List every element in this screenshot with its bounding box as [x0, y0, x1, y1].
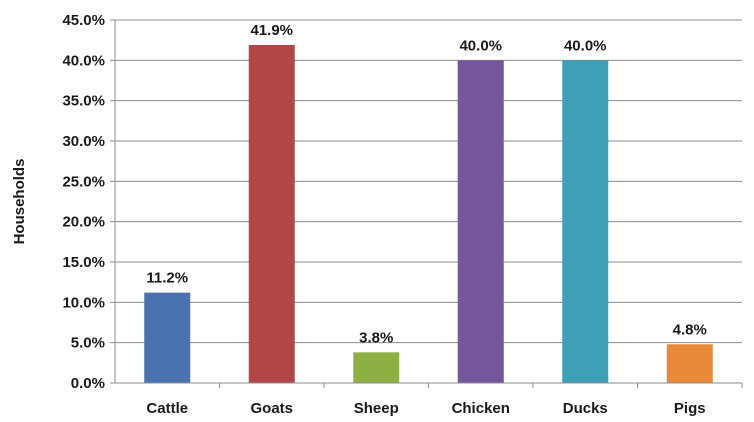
y-tick-label: 45.0%	[62, 12, 105, 29]
y-tick-label: 15.0%	[62, 254, 105, 271]
y-tick-label: 30.0%	[62, 133, 105, 150]
data-label: 4.8%	[673, 321, 707, 338]
y-tick-label: 10.0%	[62, 294, 105, 311]
axes	[114, 20, 742, 384]
x-category-label: Pigs	[674, 400, 706, 417]
y-tick-label: 40.0%	[62, 52, 105, 69]
x-category-labels: Cattle Goats Sheep Chicken Ducks Pigs	[146, 383, 743, 417]
y-tick-label: 20.0%	[62, 214, 105, 231]
x-category-label: Cattle	[146, 400, 188, 417]
y-axis-title: Households	[11, 159, 28, 245]
x-category-label: Sheep	[354, 400, 399, 417]
bar-cattle	[144, 292, 191, 383]
x-category-label: Goats	[250, 400, 293, 417]
bar-chicken	[457, 60, 504, 383]
x-category-label: Ducks	[563, 400, 608, 417]
y-tick-label: 25.0%	[62, 173, 105, 190]
data-label: 40.0%	[459, 37, 502, 54]
y-tick-labels: 0.0% 5.0% 10.0% 15.0% 20.0% 25.0% 30.0% 35.0% 40…	[62, 12, 105, 392]
y-tick-label: 35.0%	[62, 93, 105, 110]
bar-sheep	[353, 352, 400, 383]
y-tick-label: 0.0%	[71, 375, 105, 392]
x-category-label: Chicken	[452, 400, 510, 417]
bar-goats	[248, 45, 295, 384]
data-label: 3.8%	[359, 329, 393, 346]
bar-ducks	[562, 60, 609, 383]
data-label: 41.9%	[250, 22, 293, 39]
data-label: 11.2%	[146, 270, 188, 287]
y-tick-label: 5.0%	[71, 335, 105, 352]
data-labels: 11.2% 41.9% 3.8% 40.0% 40.0% 4.8%	[146, 22, 706, 346]
bars	[144, 45, 713, 384]
data-label: 40.0%	[564, 37, 607, 54]
bar-pigs	[666, 344, 713, 383]
gridlines	[110, 19, 742, 384]
